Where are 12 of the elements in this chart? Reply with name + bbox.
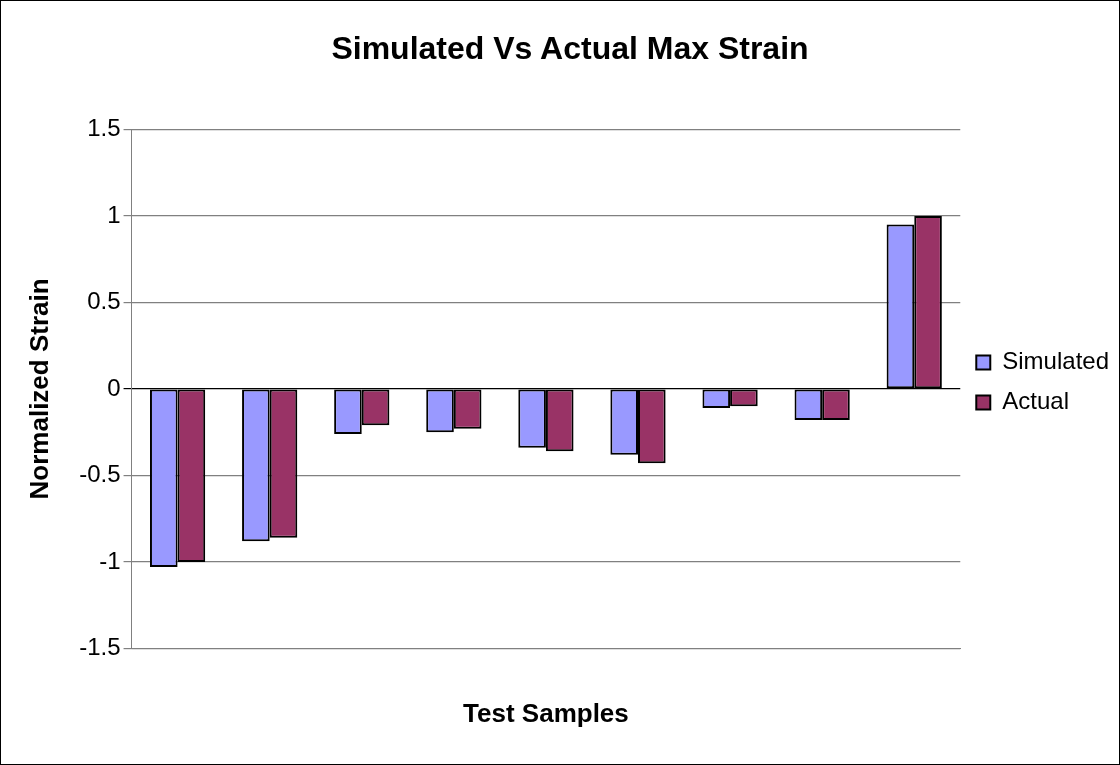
legend-label: Actual [1002,387,1069,415]
y-tick-label: 1.5 [87,114,121,142]
y-tick-label: 0.5 [87,287,121,315]
y-axis-title: Normalized Strain [23,278,54,500]
y-tick-label: -1.5 [79,633,121,661]
legend-label: Simulated [1002,347,1110,375]
y-tick-label: 0 [107,373,121,401]
y-tick-label: 1 [107,200,121,228]
x-axis-title: Test Samples [463,697,629,728]
y-tick-label: -1 [99,546,121,574]
y-tick-label: -0.5 [79,460,121,488]
chart-title: Simulated Vs Actual Max Strain [331,30,809,67]
